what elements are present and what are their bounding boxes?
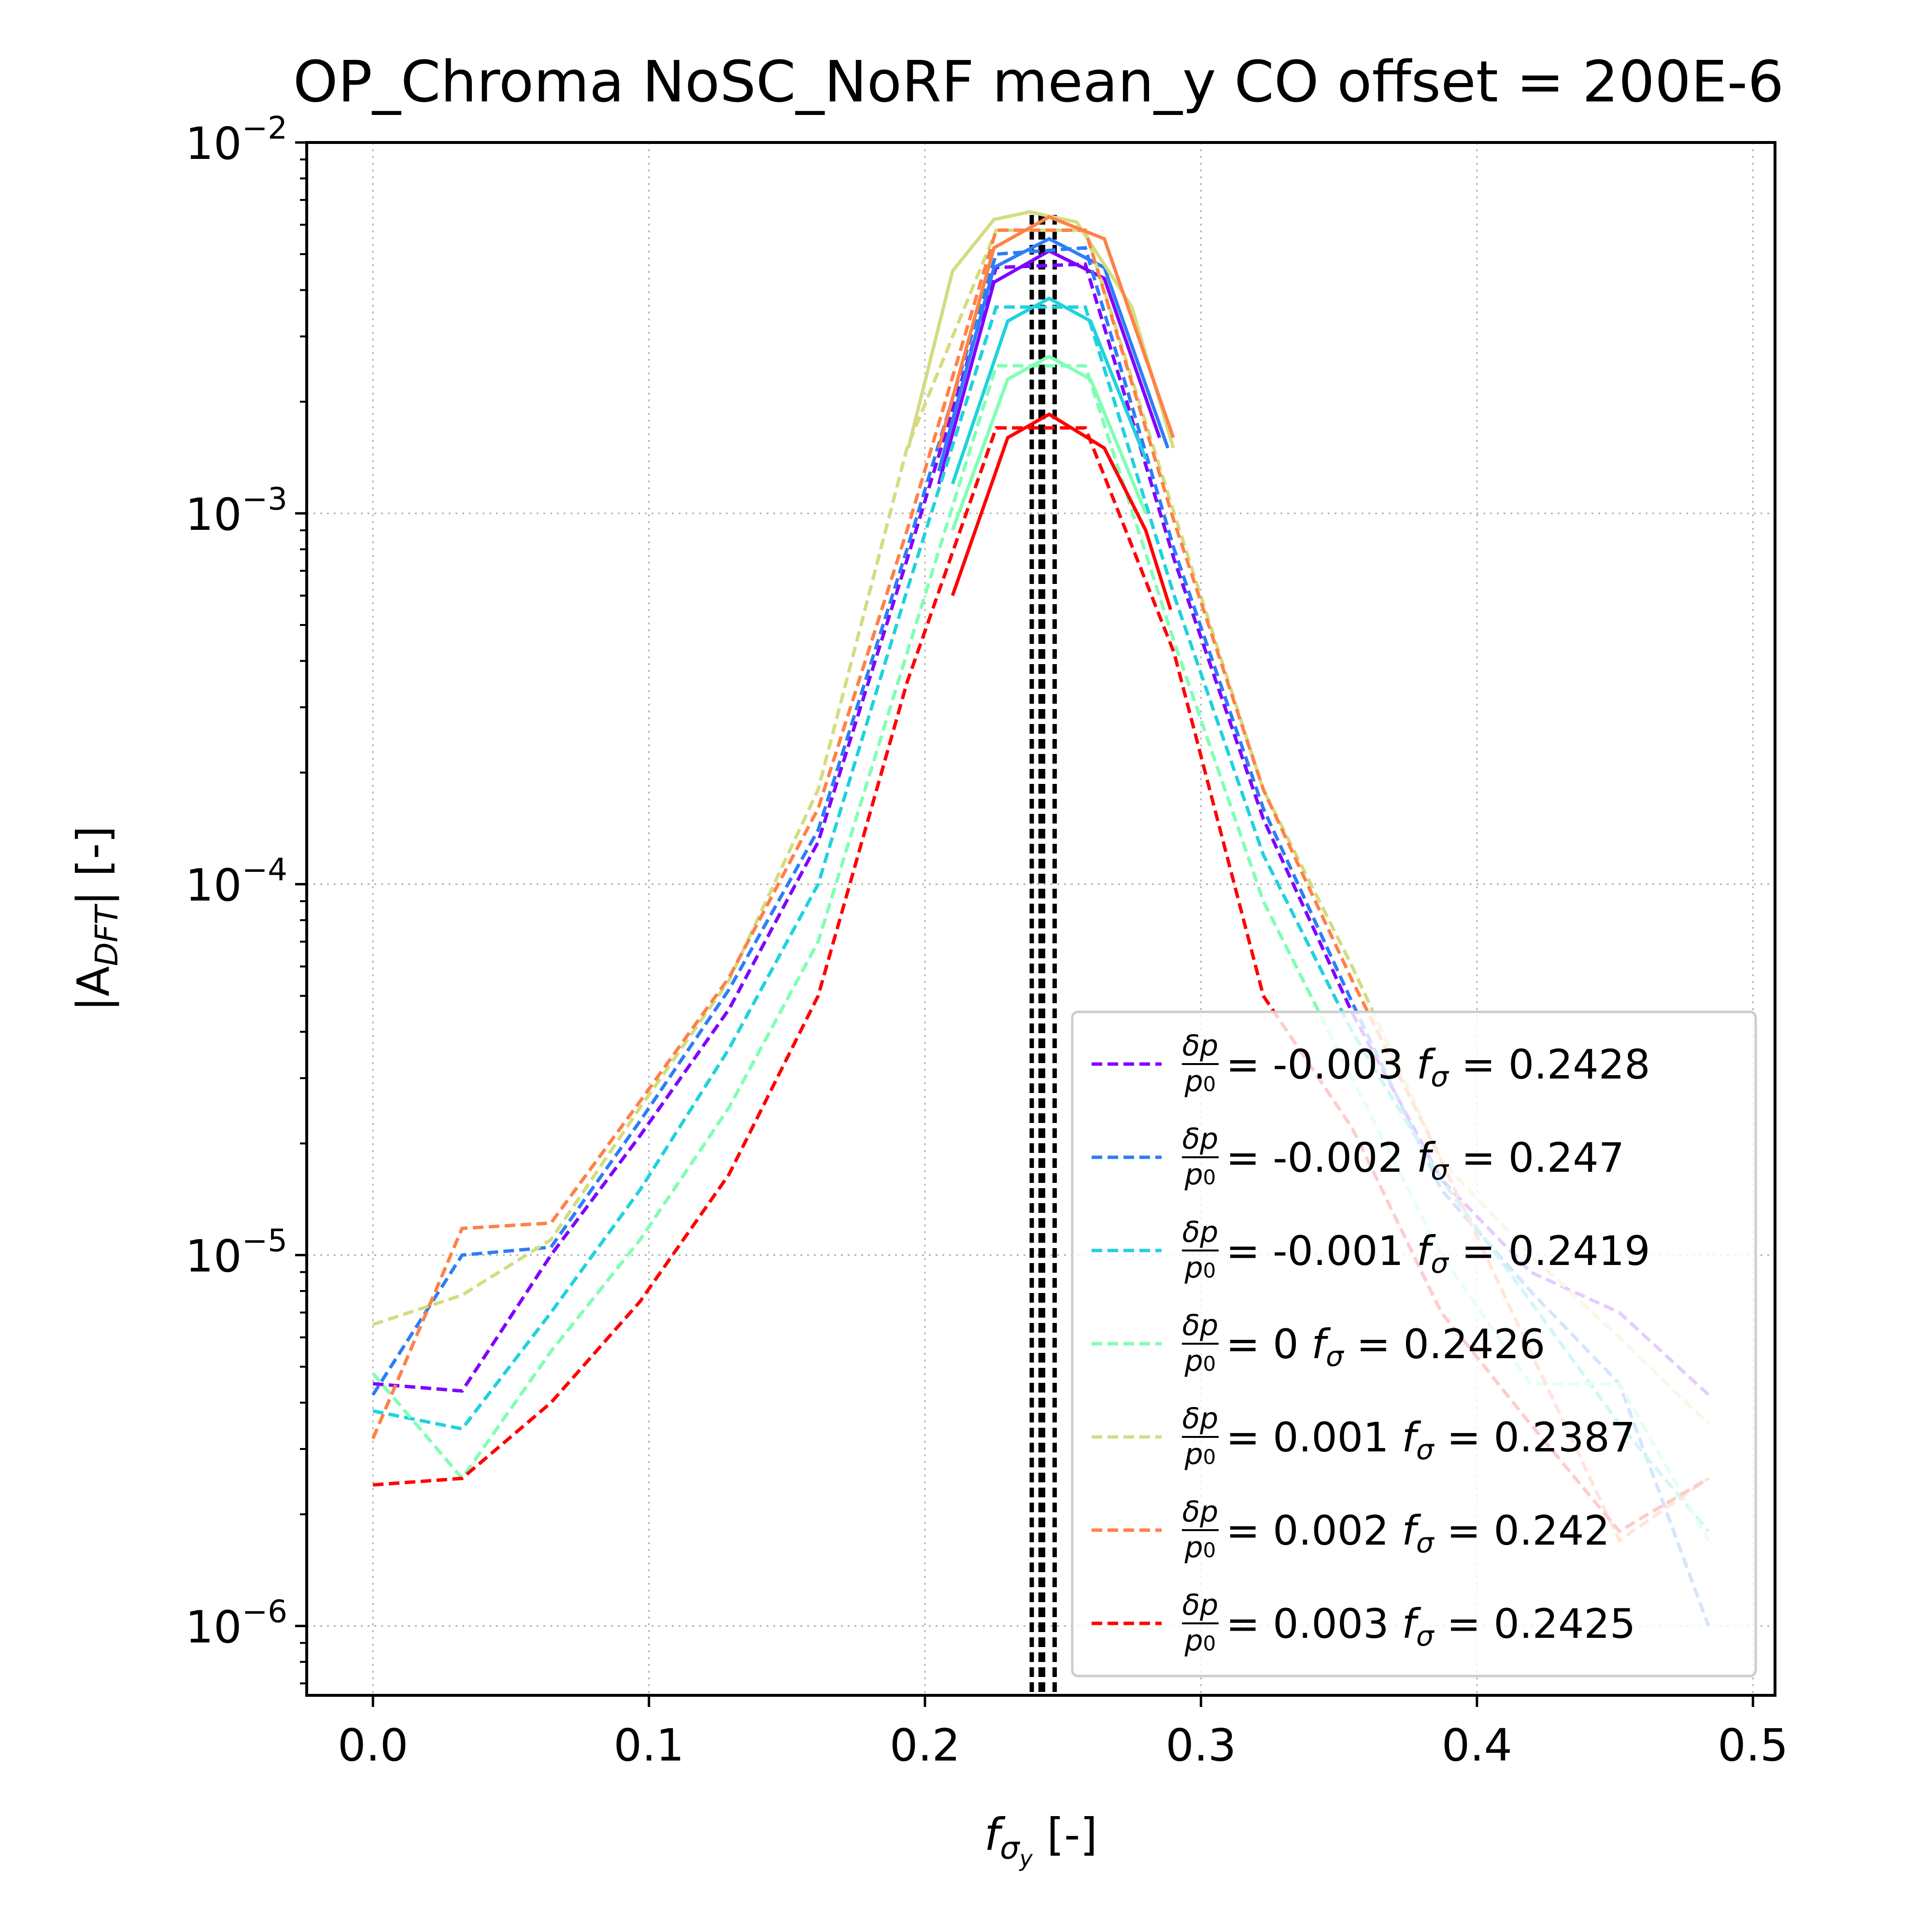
tune-vlines — [1029, 215, 1057, 1695]
x-axis-label: fσy [-] — [984, 1809, 1097, 1872]
y-tick-label: 10−2 — [185, 111, 287, 170]
legend-frac-den: p0 — [1184, 1531, 1216, 1564]
legend-label-1: = -0.002 fσ = 0.247 — [1226, 1134, 1624, 1186]
legend-label-5: = 0.002 fσ = 0.242 — [1226, 1507, 1610, 1559]
legend-frac-num: δp — [1182, 1122, 1219, 1156]
series-line-5 — [371, 228, 1710, 1543]
legend-label-0: = -0.003 fσ = 0.2428 — [1226, 1041, 1650, 1093]
legend-frac-num: δp — [1182, 1215, 1219, 1249]
x-tick-label: 0.2 — [890, 1719, 960, 1771]
y-axis-ticks: 10−6 10−5 10−4 10−3 10−2 — [185, 111, 307, 1653]
legend-frac-num: δp — [1182, 1588, 1219, 1622]
legend-frac-den: p0 — [1184, 1624, 1216, 1658]
legend-frac-num: δp — [1182, 1495, 1219, 1529]
series-fit-4 — [907, 210, 1175, 449]
series-line-0 — [372, 262, 1710, 1396]
x-tick-label: 0.1 — [613, 1719, 684, 1771]
legend-frac-num: δp — [1182, 1308, 1219, 1342]
legend-frac-den: p0 — [1184, 1065, 1216, 1098]
series-fit-5 — [937, 215, 1175, 449]
legend-label-2: = -0.001 fσ = 0.2419 — [1226, 1227, 1650, 1279]
series-fit-1 — [937, 237, 1170, 472]
legend-label-3: = 0 fσ = 0.2426 — [1226, 1321, 1545, 1373]
series-fit-3 — [951, 354, 1148, 531]
legend-frac-den: p0 — [1184, 1344, 1216, 1378]
y-tick-label: 10−3 — [185, 482, 287, 540]
legend-label-4: = 0.001 fσ = 0.2387 — [1226, 1414, 1635, 1466]
x-tick-label: 0.0 — [338, 1719, 408, 1771]
y-tick-label: 10−6 — [185, 1594, 287, 1653]
plot-frame — [305, 141, 1776, 1697]
legend-frac-num: δp — [1182, 1402, 1219, 1435]
x-axis-ticks: 0.0 0.1 0.2 0.3 0.4 0.5 — [338, 1695, 1788, 1771]
legend-frac-den: p0 — [1184, 1437, 1216, 1471]
legend-frac-den: p0 — [1184, 1158, 1216, 1192]
legend-box — [1071, 1010, 1757, 1677]
x-tick-label: 0.4 — [1442, 1719, 1512, 1771]
series-fit-2 — [951, 296, 1148, 485]
x-tick-label: 0.3 — [1165, 1719, 1236, 1771]
legend-frac-den: p0 — [1184, 1251, 1216, 1285]
y-tick-label: 10−4 — [185, 852, 287, 911]
x-tick-label: 0.5 — [1718, 1719, 1788, 1771]
legend-frac-num: δp — [1182, 1029, 1219, 1063]
chart-title: OP_Chroma NoSC_NoRF mean_y CO offset = 2… — [293, 48, 1784, 115]
y-tick-label: 10−5 — [185, 1223, 287, 1282]
series-fit-6 — [951, 412, 1172, 611]
y-axis-label: |ADFT| [-] — [68, 826, 125, 1011]
legend-label-6: = 0.003 fσ = 0.2425 — [1226, 1600, 1635, 1652]
